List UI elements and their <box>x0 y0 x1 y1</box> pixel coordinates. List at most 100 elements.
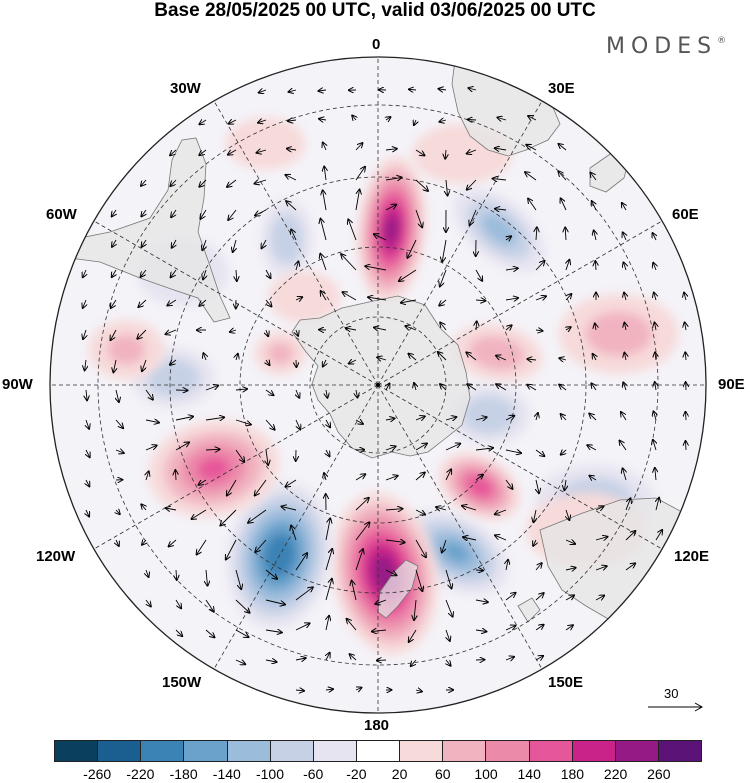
wind-arrow <box>655 468 656 481</box>
wind-arrow <box>505 479 513 489</box>
wind-arrow <box>415 149 425 156</box>
wind-arrow <box>405 326 417 330</box>
wind-arrow <box>375 600 387 604</box>
wind-arrow <box>170 360 177 365</box>
wind-arrow <box>440 269 447 286</box>
wind-arrow <box>296 261 298 271</box>
wind-arrow <box>352 116 356 121</box>
wind-arrow <box>226 539 237 560</box>
wind-arrow <box>355 167 365 181</box>
lon-label-90w: 90W <box>2 376 33 393</box>
wind-arrow <box>653 263 656 271</box>
colorbar-segment <box>184 741 228 761</box>
wind-arrow <box>468 88 477 90</box>
registered-mark: ® <box>717 36 727 46</box>
wind-arrow <box>655 530 662 541</box>
wind-arrow <box>685 352 686 361</box>
wind-arrow <box>228 209 237 220</box>
wind-arrow <box>258 120 267 123</box>
colorbar-tick-label: 180 <box>560 766 585 782</box>
wind-arrow <box>349 360 357 364</box>
wind-arrow <box>445 444 460 451</box>
reference-vector: 30 <box>644 686 708 716</box>
wind-arrow <box>257 150 267 153</box>
wind-arrow <box>365 266 387 271</box>
wind-arrow <box>565 294 571 301</box>
wind-arrow <box>220 509 237 526</box>
colorbar-segment <box>141 741 185 761</box>
wind-arrow <box>535 330 543 331</box>
wind-arrow <box>559 358 567 360</box>
wind-arrow <box>265 569 277 579</box>
wind-arrow <box>475 300 485 301</box>
wind-arrow <box>266 269 271 278</box>
wind-arrow <box>368 297 387 300</box>
wind-arrow <box>409 89 417 90</box>
wind-arrow <box>326 449 330 456</box>
wind-vectors <box>83 88 686 692</box>
lon-label-150e: 150E <box>548 674 584 691</box>
wind-arrow <box>475 570 483 571</box>
wind-arrow <box>86 389 87 400</box>
wind-arrow <box>321 291 327 301</box>
wind-arrow <box>446 629 450 641</box>
wind-arrow <box>625 498 631 511</box>
wind-arrow <box>295 690 304 691</box>
wind-arrow <box>116 389 119 402</box>
wind-arrow <box>325 549 332 571</box>
wind-arrow <box>467 384 477 391</box>
wind-arrow <box>199 480 207 485</box>
wind-arrow <box>343 292 357 301</box>
meridian-line <box>377 220 663 386</box>
wind-arrow <box>535 261 545 271</box>
wind-arrow <box>654 411 657 421</box>
wind-arrow <box>559 385 567 391</box>
wind-arrow <box>475 475 483 481</box>
wind-arrow <box>535 296 546 300</box>
wind-arrow <box>505 416 514 420</box>
wind-arrow <box>235 599 250 613</box>
wind-arrow <box>505 593 516 601</box>
colorbar-tick-label: -60 <box>303 766 324 782</box>
wind-arrow <box>83 329 86 339</box>
wind-arrow <box>167 299 177 306</box>
wind-arrow <box>442 539 447 552</box>
wind-arrow <box>495 535 507 541</box>
wind-arrow <box>265 419 275 430</box>
wind-arrow <box>355 549 363 571</box>
wind-arrow <box>145 389 153 400</box>
colorbar-tick-label: 140 <box>517 766 541 782</box>
wind-arrow <box>141 179 146 186</box>
wind-arrow <box>595 506 604 510</box>
anomaly-blob <box>558 293 679 374</box>
anomaly-contour <box>442 541 470 563</box>
wind-arrow <box>325 689 333 690</box>
wind-arrow <box>205 417 224 420</box>
wind-arrow <box>506 560 508 571</box>
anomaly-blob <box>357 156 427 304</box>
wind-arrow <box>265 599 285 605</box>
wind-arrow <box>592 201 596 211</box>
wind-arrow <box>386 117 391 120</box>
wind-arrow <box>352 581 357 601</box>
wind-arrow <box>291 526 297 541</box>
anomaly-contour <box>197 456 230 481</box>
anomaly-blob <box>438 452 521 521</box>
wind-arrow <box>445 469 451 481</box>
wind-arrow <box>467 179 477 190</box>
anomaly-contour <box>270 213 304 265</box>
wind-arrow <box>625 531 635 541</box>
wind-arrow <box>266 329 268 336</box>
wind-arrow <box>409 629 417 642</box>
anomaly-blob <box>451 324 543 382</box>
wind-arrow <box>235 629 249 637</box>
colorbar-segment <box>98 741 142 761</box>
wind-arrow <box>527 359 537 360</box>
wind-arrow <box>205 449 220 450</box>
colorbar-ticks: -260 -220 -180 -140 -100 -60 -20 20 60 100 140 180 2… <box>0 766 750 783</box>
wind-arrow <box>295 297 302 300</box>
wind-arrow <box>528 116 537 120</box>
lon-label-120e: 120E <box>674 548 710 565</box>
wind-arrow <box>475 417 487 420</box>
wind-arrow <box>439 299 447 306</box>
